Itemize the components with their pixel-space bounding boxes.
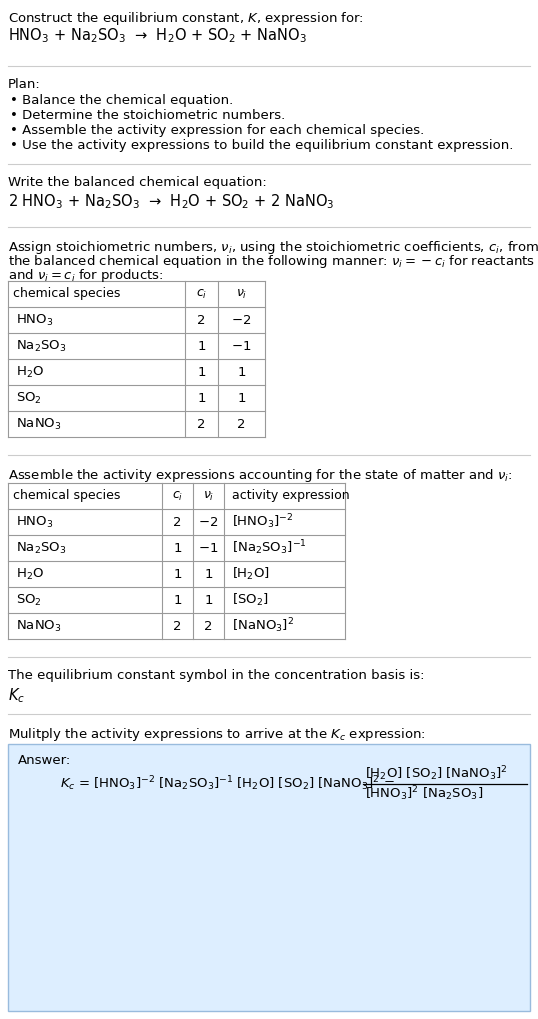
- Text: $-1$: $-1$: [199, 541, 218, 554]
- Text: $-1$: $-1$: [231, 339, 252, 353]
- Text: 1: 1: [173, 593, 182, 606]
- Text: [H$_2$O] [SO$_2$] [NaNO$_3$]$^2$: [H$_2$O] [SO$_2$] [NaNO$_3$]$^2$: [365, 764, 508, 784]
- Text: Write the balanced chemical equation:: Write the balanced chemical equation:: [8, 176, 267, 189]
- FancyBboxPatch shape: [8, 744, 530, 1011]
- Text: activity expression: activity expression: [232, 489, 350, 502]
- Text: 1: 1: [204, 568, 213, 581]
- Text: HNO$_3$: HNO$_3$: [16, 313, 54, 327]
- Text: 2: 2: [197, 314, 206, 326]
- Text: 2: 2: [173, 516, 182, 529]
- Text: The equilibrium constant symbol in the concentration basis is:: The equilibrium constant symbol in the c…: [8, 669, 424, 682]
- Text: chemical species: chemical species: [13, 489, 121, 502]
- Text: 1: 1: [237, 391, 246, 405]
- Text: NaNO$_3$: NaNO$_3$: [16, 417, 62, 432]
- Text: the balanced chemical equation in the following manner: $\nu_i = -c_i$ for react: the balanced chemical equation in the fo…: [8, 253, 535, 270]
- Text: [H$_2$O]: [H$_2$O]: [232, 566, 270, 582]
- Text: $-2$: $-2$: [231, 314, 252, 326]
- Text: NaNO$_3$: NaNO$_3$: [16, 619, 62, 634]
- Text: HNO$_3$: HNO$_3$: [16, 515, 54, 530]
- Text: $K_c$ = [HNO$_3$]$^{-2}$ [Na$_2$SO$_3$]$^{-1}$ [H$_2$O] [SO$_2$] [NaNO$_3$]$^2$ : $K_c$ = [HNO$_3$]$^{-2}$ [Na$_2$SO$_3$]$…: [60, 774, 395, 794]
- Text: SO$_2$: SO$_2$: [16, 390, 42, 406]
- Text: Na$_2$SO$_3$: Na$_2$SO$_3$: [16, 338, 67, 354]
- Text: 1: 1: [237, 366, 246, 378]
- Text: 1: 1: [197, 391, 206, 405]
- Text: $c_i$: $c_i$: [172, 489, 183, 502]
- Text: $c_i$: $c_i$: [196, 287, 207, 301]
- Text: [NaNO$_3$]$^2$: [NaNO$_3$]$^2$: [232, 616, 294, 636]
- Text: Assemble the activity expressions accounting for the state of matter and $\nu_i$: Assemble the activity expressions accoun…: [8, 467, 513, 484]
- Text: and $\nu_i = c_i$ for products:: and $\nu_i = c_i$ for products:: [8, 267, 164, 284]
- Text: [HNO$_3$]$^2$ [Na$_2$SO$_3$]: [HNO$_3$]$^2$ [Na$_2$SO$_3$]: [365, 785, 483, 803]
- Text: $\nu_i$: $\nu_i$: [203, 489, 214, 502]
- Text: Na$_2$SO$_3$: Na$_2$SO$_3$: [16, 540, 67, 555]
- Text: 2: 2: [204, 620, 213, 633]
- Text: chemical species: chemical species: [13, 287, 121, 301]
- Text: 1: 1: [197, 339, 206, 353]
- Text: 2 HNO$_3$ + Na$_2$SO$_3$  →  H$_2$O + SO$_2$ + 2 NaNO$_3$: 2 HNO$_3$ + Na$_2$SO$_3$ → H$_2$O + SO$_…: [8, 192, 335, 211]
- Text: 2: 2: [237, 418, 246, 430]
- Text: 1: 1: [173, 541, 182, 554]
- Text: 1: 1: [173, 568, 182, 581]
- Text: HNO$_3$ + Na$_2$SO$_3$  →  H$_2$O + SO$_2$ + NaNO$_3$: HNO$_3$ + Na$_2$SO$_3$ → H$_2$O + SO$_2$…: [8, 26, 307, 45]
- Text: 2: 2: [197, 418, 206, 430]
- Text: SO$_2$: SO$_2$: [16, 592, 42, 607]
- Text: H$_2$O: H$_2$O: [16, 365, 44, 379]
- Text: [HNO$_3$]$^{-2}$: [HNO$_3$]$^{-2}$: [232, 513, 293, 531]
- Text: [SO$_2$]: [SO$_2$]: [232, 592, 268, 608]
- Text: Construct the equilibrium constant, $K$, expression for:: Construct the equilibrium constant, $K$,…: [8, 10, 364, 26]
- Text: • Determine the stoichiometric numbers.: • Determine the stoichiometric numbers.: [10, 109, 285, 122]
- Text: 1: 1: [204, 593, 213, 606]
- Text: $K_c$: $K_c$: [8, 686, 25, 705]
- Text: 2: 2: [173, 620, 182, 633]
- Text: Assign stoichiometric numbers, $\nu_i$, using the stoichiometric coefficients, $: Assign stoichiometric numbers, $\nu_i$, …: [8, 239, 538, 256]
- Text: 1: 1: [197, 366, 206, 378]
- Text: $\nu_i$: $\nu_i$: [236, 287, 247, 301]
- Text: [Na$_2$SO$_3$]$^{-1}$: [Na$_2$SO$_3$]$^{-1}$: [232, 539, 307, 557]
- Text: • Assemble the activity expression for each chemical species.: • Assemble the activity expression for e…: [10, 124, 424, 137]
- Text: • Balance the chemical equation.: • Balance the chemical equation.: [10, 94, 233, 107]
- Text: Mulitply the activity expressions to arrive at the $K_c$ expression:: Mulitply the activity expressions to arr…: [8, 726, 426, 743]
- Text: H$_2$O: H$_2$O: [16, 567, 44, 582]
- Text: • Use the activity expressions to build the equilibrium constant expression.: • Use the activity expressions to build …: [10, 139, 513, 152]
- Text: Answer:: Answer:: [18, 754, 71, 767]
- Text: $-2$: $-2$: [199, 516, 218, 529]
- Text: Plan:: Plan:: [8, 78, 41, 91]
